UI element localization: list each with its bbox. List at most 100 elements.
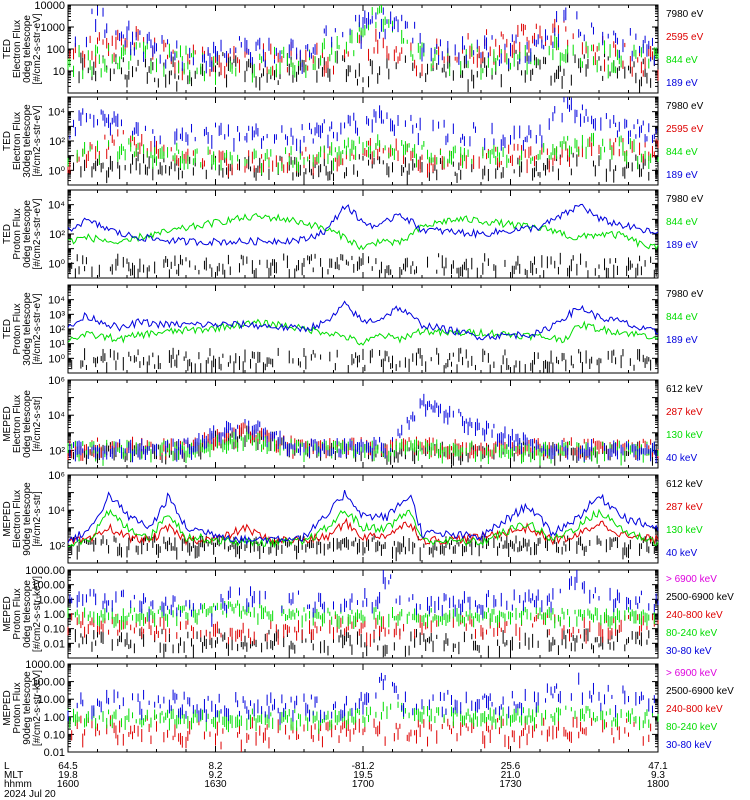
y-tick-label: 10² — [49, 324, 65, 336]
legend-entry: 40 keV — [666, 453, 697, 464]
y-tick-label: 10⁰ — [48, 353, 65, 365]
y-axis-label: Electron Flux — [12, 490, 23, 548]
flux-line — [67, 489, 659, 545]
y-tick-label: 10² — [49, 445, 65, 457]
y-tick-label: 10² — [49, 229, 65, 241]
y-axis-label: 0deg telescope — [22, 390, 33, 458]
y-axis-label: MEPED — [2, 406, 13, 442]
legend-entry: 80-240 keV — [666, 628, 717, 639]
legend-entry: 130 keV — [666, 525, 703, 536]
legend-entry: 7980 eV — [666, 101, 704, 112]
series-287-kev — [67, 517, 659, 546]
panel-p6: 10² 10⁴ 10⁶ MEPED Electron Flux 90deg telesco… — [2, 470, 703, 564]
series-40-kev — [67, 489, 659, 545]
legend-entry: 189 eV — [666, 78, 698, 89]
legend-entry: 7980 eV — [666, 9, 704, 20]
y-tick-label: 10⁶ — [48, 470, 65, 482]
y-axis-label: [#/cm2-s-str-eV] — [32, 198, 43, 269]
y-axis-label: [#/cm2-s-str-keV] — [32, 576, 43, 652]
y-tick-label: 100 — [47, 44, 65, 56]
y-axis-label: Proton Flux — [12, 303, 23, 354]
series-130-kev — [67, 508, 659, 549]
y-axis-label: [#/cm2-s-str] — [32, 491, 43, 547]
y-axis-label: MEPED — [2, 596, 13, 632]
series-612-kev — [67, 535, 659, 562]
y-axis-label: [#/cm2-s-str-eV] — [32, 105, 43, 176]
y-tick-label: 10² — [49, 540, 65, 552]
y-tick-label: 10⁴ — [48, 200, 65, 212]
series-189-ev — [69, 97, 657, 154]
legend-entry: > 6900 keV — [666, 574, 717, 585]
y-axis-label: [#/cm2-s-str-eV] — [32, 13, 43, 84]
legend-entry: 240-800 keV — [666, 610, 723, 621]
y-axis-label: Proton Flux — [12, 588, 23, 639]
y-tick-label: 10⁴ — [48, 410, 65, 422]
y-tick-label: 10000 — [34, 0, 65, 12]
y-tick-label: 10⁴ — [48, 107, 65, 119]
y-tick-label: 0.01 — [44, 638, 65, 650]
y-tick-label: 100.00 — [31, 580, 65, 592]
legend-entry: 130 keV — [666, 430, 703, 441]
legend-entry: 844 eV — [666, 147, 698, 158]
y-tick-label: 1.00 — [44, 609, 65, 621]
legend-entry: 189 eV — [666, 240, 698, 251]
panel-p7: 0.01 0.10 1.00 10.00 100.00 1000.00 MEPED Proto… — [2, 565, 734, 659]
y-tick-label: 10⁶ — [48, 375, 65, 387]
series-7980-ev — [67, 252, 659, 278]
legend-entry: 7980 eV — [666, 289, 704, 300]
y-axis-label: MEPED — [2, 501, 13, 537]
y-tick-label: 10¹ — [49, 339, 65, 351]
panel-p4: 10⁰ 10¹ 10² 10³ 10⁴ TED Proton Flux 30deg teles… — [2, 284, 704, 374]
y-axis-label: TED — [2, 319, 13, 339]
panel-p5: 10² 10⁴ 10⁶ MEPED Electron Flux 0deg telescop… — [2, 375, 703, 469]
y-tick-label: 1000 — [41, 22, 65, 34]
flux-line — [67, 203, 659, 247]
legend-entry: 189 eV — [666, 170, 698, 181]
legend-entry: 612 keV — [666, 479, 703, 490]
series-844-ev — [67, 318, 659, 346]
legend-entry: 287 keV — [666, 502, 703, 513]
y-axis-label: Electron Flux — [12, 112, 23, 170]
series-189-ev — [67, 300, 659, 341]
legend-entry: 612 keV — [666, 384, 703, 395]
series-40-kev — [69, 393, 657, 464]
series-30-80-kev — [69, 570, 659, 627]
series-2500-6900-kev — [74, 628, 659, 658]
y-axis-label: 0deg telescope — [22, 15, 33, 83]
y-tick-label: 10⁴ — [48, 295, 65, 307]
legend-entry: 844 eV — [666, 55, 698, 66]
flux-line — [67, 517, 659, 546]
legend-entry: 2595 eV — [666, 124, 704, 135]
series-189-ev — [74, 6, 655, 74]
y-axis-label: 30deg telescope — [22, 104, 33, 178]
y-axis-label: TED — [2, 131, 13, 151]
panel-p3: 10⁰ 10² 10⁴ TED Proton Flux 0deg telescope [#/… — [2, 189, 704, 279]
y-axis-label: Electron Flux — [12, 395, 23, 453]
y-axis-label: 0deg telescope — [22, 580, 33, 648]
y-axis-label: [#/cm2-s-str-eV] — [32, 293, 43, 364]
y-tick-label: 0.10 — [44, 624, 65, 636]
y-tick-label: 10³ — [49, 309, 65, 321]
series-80-240-kev — [67, 600, 655, 630]
y-axis-label: Electron Flux — [12, 20, 23, 78]
y-axis-label: 0deg telescope — [22, 200, 33, 268]
y-tick-label: 10⁰ — [48, 165, 65, 177]
legend-entry: 844 eV — [666, 217, 698, 228]
legend-entry: 30-80 keV — [666, 646, 712, 657]
legend-entry: 189 eV — [666, 335, 698, 346]
flux-line — [67, 508, 659, 549]
series-844-ev — [67, 212, 659, 251]
panel-p1: 10 100 1000 10000 TED Electron Flux 0deg teles… — [2, 0, 704, 94]
legend-entry: 2595 eV — [666, 32, 704, 43]
series-189-ev — [67, 203, 659, 247]
y-axis-label: TED — [2, 224, 13, 244]
y-axis-label: Proton Flux — [12, 208, 23, 259]
panel-p2: 10⁰ 10² 10⁴ TED Electron Flux 30deg telescope… — [2, 96, 704, 186]
y-tick-label: 10.00 — [37, 594, 65, 606]
y-tick-label: 10⁰ — [48, 258, 65, 270]
y-axis-label: 30deg telescope — [22, 292, 33, 366]
legend-entry: 7980 eV — [666, 194, 704, 205]
y-tick-label: 10 — [53, 66, 65, 78]
